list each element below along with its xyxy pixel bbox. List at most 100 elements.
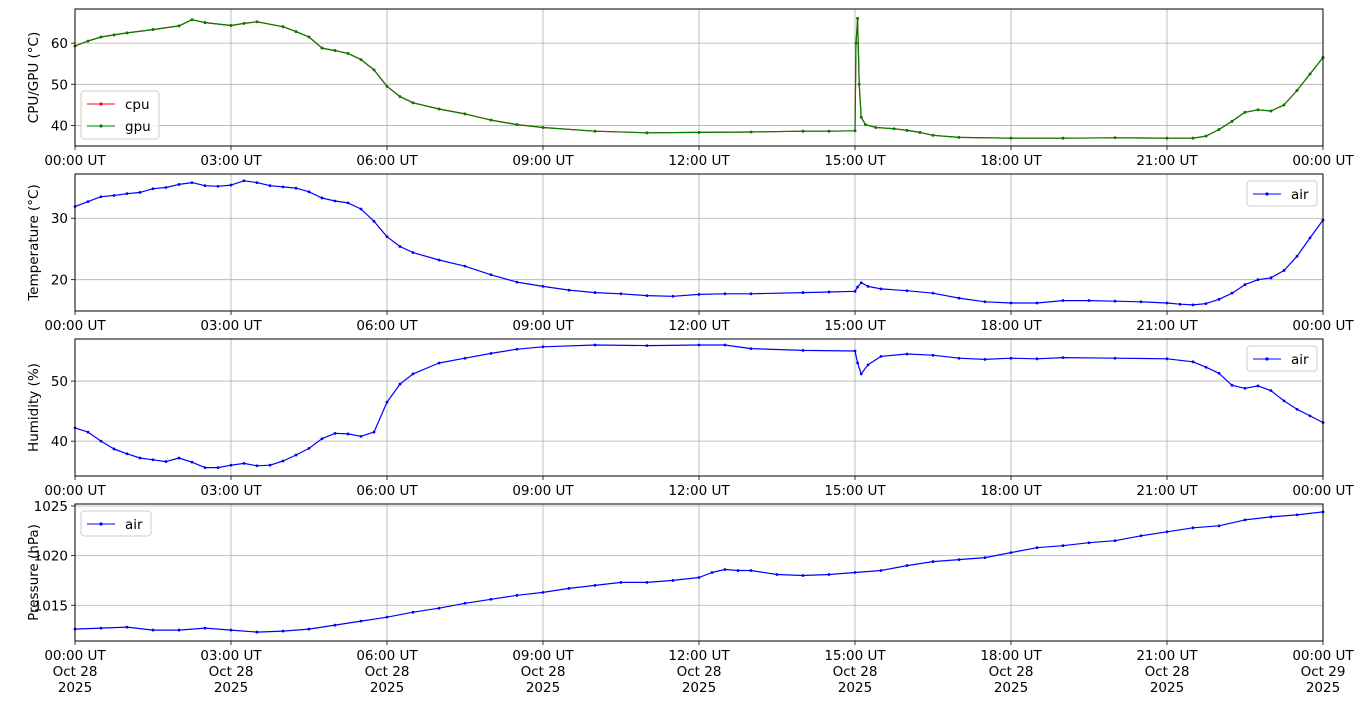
data-point-air [1139, 534, 1143, 538]
data-point-air [177, 183, 181, 186]
data-point-air [1256, 384, 1260, 388]
data-point-air [1295, 254, 1299, 258]
data-point-gpu [645, 131, 649, 135]
data-point-air [905, 352, 909, 356]
data-point-gpu [749, 130, 753, 134]
data-point-air [856, 361, 859, 365]
data-point-air [859, 372, 863, 376]
data-point-gpu [255, 20, 259, 24]
x-tick-label: 06:00 UT [356, 483, 418, 499]
x-tick-label: 2025 [994, 680, 1028, 696]
data-point-air [294, 453, 298, 457]
x-tick-label: 09:00 UT [512, 318, 574, 334]
data-point-gpu [320, 46, 324, 50]
data-point-air [177, 628, 181, 632]
data-point-air [112, 447, 116, 451]
data-point-air [567, 288, 571, 292]
data-point-air [697, 576, 701, 579]
data-point-air [268, 463, 272, 467]
data-point-air [905, 289, 909, 293]
x-tick-label: 00:00 UT [1292, 153, 1354, 169]
data-point-air [359, 207, 363, 211]
data-point-gpu [151, 28, 155, 31]
x-tick-label: 15:00 UT [824, 318, 886, 334]
data-point-air [1282, 269, 1286, 272]
data-point-air [320, 196, 324, 200]
y-axis-label: Pressure (hPa) [26, 524, 42, 621]
series-markers-air [73, 343, 1325, 469]
data-point-air [1282, 399, 1286, 403]
data-point-gpu [411, 101, 415, 105]
x-tick-label: 09:00 UT [512, 648, 574, 664]
data-point-air [1217, 524, 1221, 528]
legend-label-air: air [1291, 352, 1309, 368]
data-point-air [515, 593, 519, 597]
x-tick-label: Oct 28 [677, 664, 722, 680]
data-point-air [307, 446, 311, 450]
data-point-air [99, 626, 103, 630]
x-tick-label: 06:00 UT [356, 153, 418, 169]
legend: air [80, 510, 152, 537]
data-point-air [541, 345, 545, 349]
x-tick-label: 2025 [1150, 680, 1184, 696]
data-point-air [645, 344, 649, 348]
data-point-air [983, 358, 987, 361]
data-point-air [1009, 356, 1013, 360]
data-point-air [671, 294, 675, 298]
x-tick-label: Oct 28 [989, 664, 1034, 680]
data-point-air [1191, 360, 1195, 364]
data-point-air [359, 434, 363, 438]
data-point-gpu [857, 82, 861, 86]
data-point-air [138, 191, 142, 194]
data-point-air [1087, 299, 1091, 302]
data-point-air [1295, 407, 1299, 411]
data-point-gpu [1204, 134, 1208, 138]
legend: cpu gpu [80, 90, 160, 140]
data-point-air [411, 251, 415, 255]
legend-marker-air [1265, 192, 1269, 196]
data-point-air [1269, 515, 1273, 519]
data-point-air [1165, 357, 1169, 361]
data-point-air [866, 285, 870, 288]
data-point-air [164, 186, 168, 189]
data-point-air [983, 300, 987, 304]
data-point-air [437, 258, 441, 262]
data-point-air [1308, 414, 1312, 418]
data-point-gpu [1256, 108, 1260, 112]
data-point-air [541, 590, 545, 594]
x-tick-label: 2025 [526, 680, 560, 696]
y-tick-label: 30 [51, 211, 68, 227]
data-point-air [177, 456, 181, 460]
data-point-air [645, 294, 649, 298]
data-point-gpu [385, 84, 389, 88]
legend-box [1246, 345, 1318, 372]
data-point-gpu [294, 30, 298, 34]
data-point-air [255, 630, 259, 634]
data-point-air [801, 291, 805, 294]
legend-label-air: air [125, 517, 143, 533]
subplot-1: 40 50 60 00:00 UT 03:00 UT 06:00 UT 09:00 UT 12… [26, 8, 1354, 169]
x-tick-label: Oct 29 [1301, 664, 1346, 680]
x-tick-label: 00:00 UT [44, 648, 106, 664]
data-point-air [268, 184, 272, 188]
data-point-air [1217, 297, 1221, 301]
data-point-gpu [1243, 110, 1247, 114]
data-point-gpu [1009, 136, 1013, 140]
data-point-gpu [1308, 72, 1312, 76]
data-point-air [229, 628, 233, 632]
data-point-air [203, 184, 207, 188]
x-tick-label: 06:00 UT [356, 318, 418, 334]
x-tick-label: 21:00 UT [1136, 483, 1198, 499]
data-point-air [281, 629, 285, 633]
data-point-air [307, 190, 311, 194]
legend-box [1246, 180, 1318, 207]
data-point-air [411, 372, 415, 376]
data-point-air [190, 181, 194, 185]
data-point-air [294, 186, 298, 190]
data-point-gpu [1282, 103, 1286, 107]
x-tick-label: 00:00 UT [1292, 318, 1354, 334]
data-point-air [1035, 546, 1039, 550]
data-point-air [216, 466, 220, 469]
data-point-gpu [864, 123, 867, 127]
